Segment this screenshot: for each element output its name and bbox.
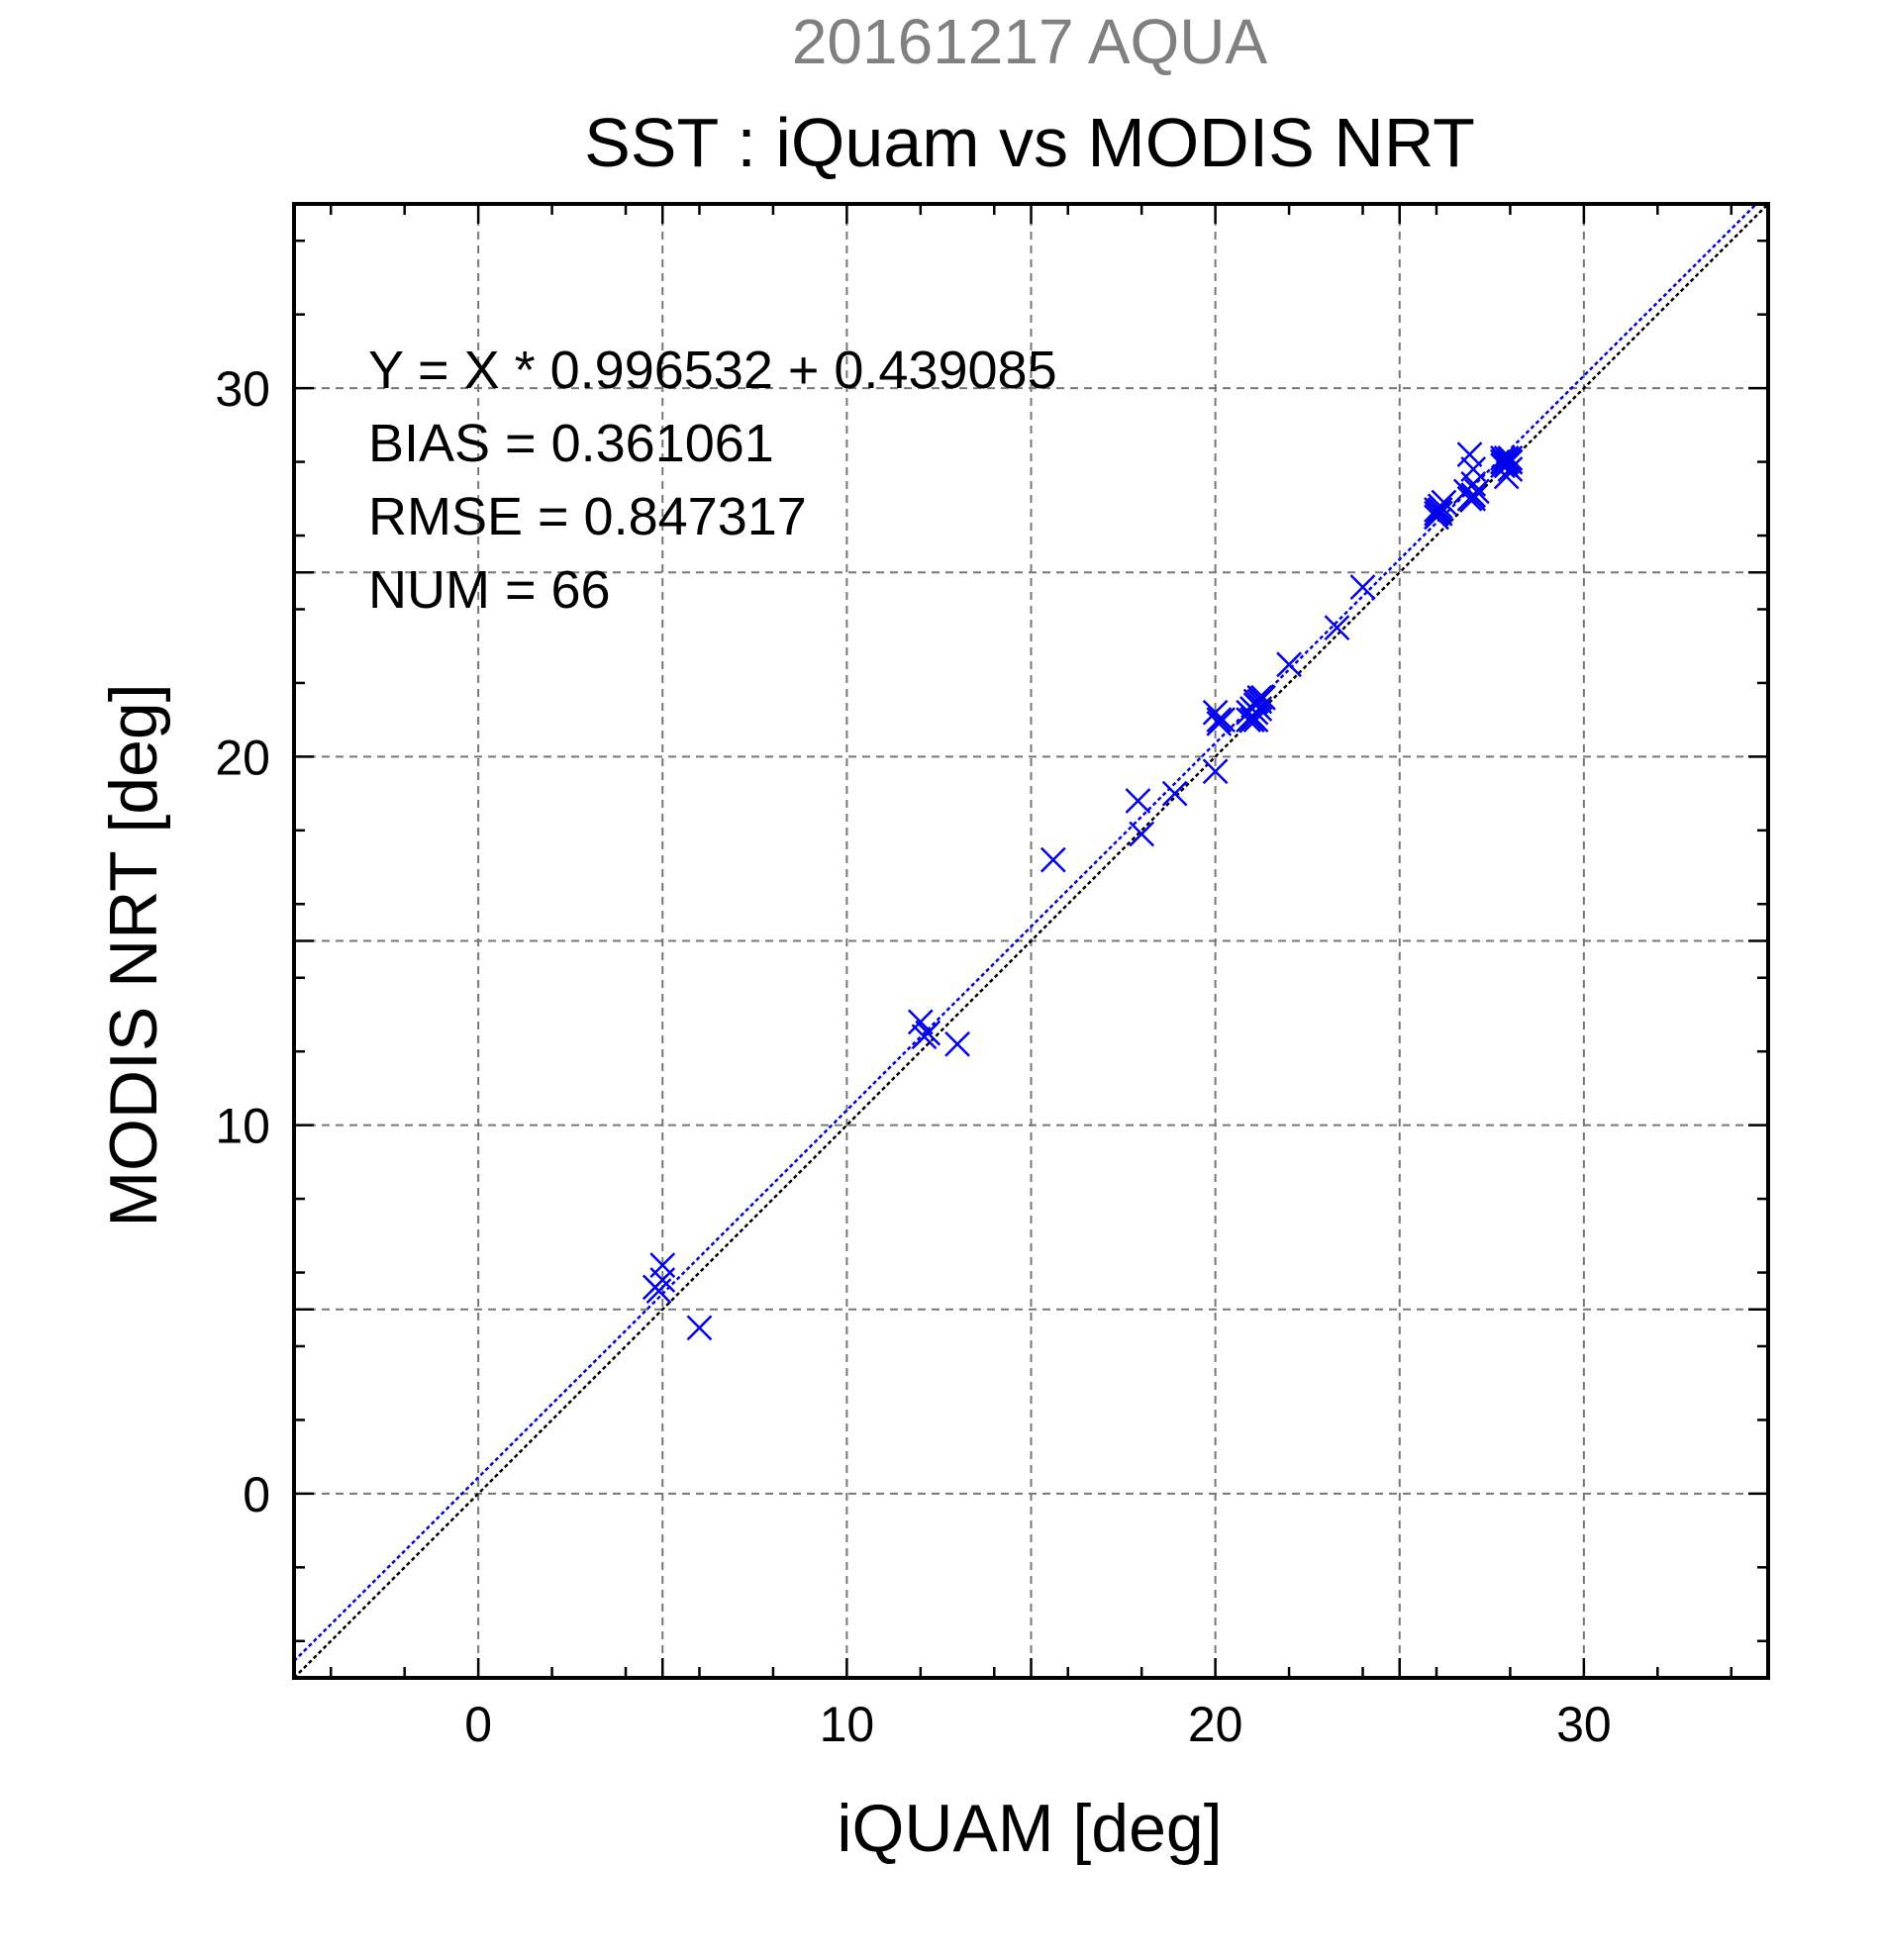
data-point — [944, 1030, 970, 1057]
regression-lines — [294, 204, 1768, 1678]
data-point — [1276, 651, 1302, 678]
data-points — [642, 441, 1524, 1341]
data-point — [1202, 758, 1229, 785]
data-point — [1206, 707, 1233, 734]
data-point — [1460, 485, 1487, 512]
bias-value: BIAS = 0.361061 — [368, 414, 774, 473]
identity-line — [294, 204, 1768, 1678]
plot-frame — [292, 202, 1770, 1680]
data-point — [1460, 471, 1487, 497]
data-point — [1246, 696, 1273, 722]
data-point — [1427, 500, 1453, 527]
data-point — [1161, 780, 1188, 807]
regression-equation: Y = X * 0.996532 + 0.439085 — [368, 341, 1057, 400]
data-point — [1129, 821, 1155, 847]
data-point — [1210, 707, 1236, 734]
stats-box: Y = X * 0.996532 + 0.439085 BIAS = 0.361… — [368, 341, 1057, 620]
x-tick-label: 0 — [464, 1697, 492, 1752]
x-axis-label: iQUAM [deg] — [837, 1791, 1222, 1866]
data-point — [907, 1009, 934, 1035]
data-point — [1460, 456, 1487, 482]
data-point — [686, 1315, 713, 1341]
chart-title: 20161217 AQUA — [792, 6, 1268, 77]
data-point — [1493, 463, 1520, 490]
y-tick-label: 10 — [215, 1099, 270, 1154]
x-tick-label: 30 — [1556, 1697, 1612, 1752]
data-point — [1497, 448, 1524, 475]
x-tick-label: 20 — [1188, 1697, 1243, 1752]
y-axis-label: MODIS NRT [deg] — [96, 683, 171, 1226]
y-tick-label: 20 — [215, 730, 270, 785]
data-point — [1040, 846, 1066, 873]
data-point — [1427, 497, 1453, 523]
data-point — [1125, 788, 1151, 814]
chart-subtitle: SST : iQuam vs MODIS NRT — [584, 104, 1475, 181]
tick-labels: 0 10 20 30 0 10 20 30 — [215, 361, 1611, 1752]
y-tick-label: 0 — [243, 1467, 270, 1522]
data-point — [1456, 441, 1483, 468]
data-point — [915, 1020, 941, 1046]
data-point — [1324, 615, 1350, 640]
sample-count: NUM = 66 — [368, 560, 611, 620]
x-tick-label: 10 — [820, 1697, 875, 1752]
fit-line — [294, 204, 1758, 1662]
rmse-value: RMSE = 0.847317 — [368, 487, 807, 546]
y-tick-label: 30 — [215, 361, 270, 417]
data-point — [645, 1278, 672, 1305]
data-point — [1349, 574, 1376, 601]
data-point — [1238, 707, 1265, 734]
data-point — [1464, 478, 1490, 505]
data-point — [1246, 684, 1273, 711]
